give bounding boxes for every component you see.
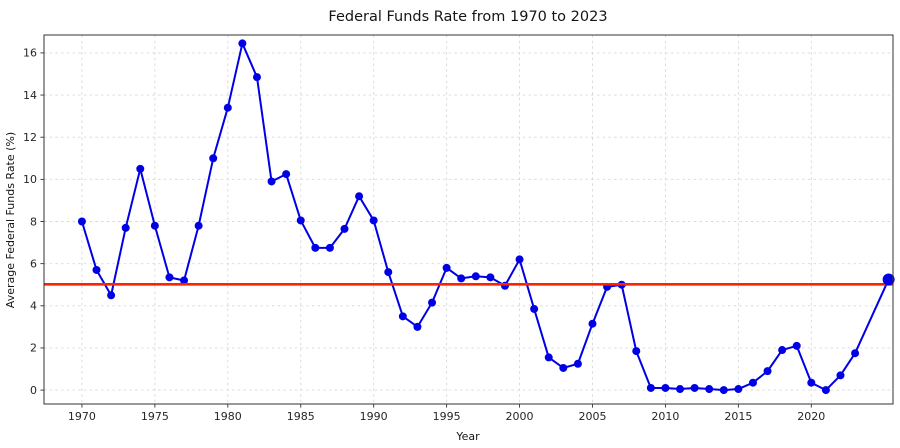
data-point [194, 221, 203, 230]
x-tick-label: 1995 [433, 410, 461, 423]
x-tick-label: 1990 [360, 410, 388, 423]
x-tick-label: 2000 [506, 410, 534, 423]
data-point [180, 276, 189, 285]
data-point [792, 341, 801, 350]
data-point [734, 385, 743, 394]
data-point [851, 349, 860, 358]
data-point [311, 243, 320, 252]
data-point [500, 281, 509, 290]
data-point [223, 103, 232, 112]
data-point [486, 273, 495, 282]
y-tick-label: 2 [30, 342, 37, 355]
x-tick-label: 1970 [68, 410, 96, 423]
x-tick-label: 1975 [141, 410, 169, 423]
y-tick-label: 10 [23, 173, 37, 186]
data-point [442, 263, 451, 272]
data-point [369, 216, 378, 225]
data-point [136, 164, 145, 173]
data-point [165, 273, 174, 282]
data-series [77, 39, 890, 395]
data-point [340, 224, 349, 233]
data-point [763, 367, 772, 376]
y-tick-label: 12 [23, 131, 37, 144]
data-point [121, 223, 130, 232]
data-point [398, 312, 407, 321]
x-tick-label: 2015 [724, 410, 752, 423]
x-tick-label: 1985 [287, 410, 315, 423]
data-point [296, 216, 305, 225]
data-point [252, 73, 261, 82]
plot-border [43, 34, 894, 405]
x-tick-label: 1980 [214, 410, 242, 423]
data-point [471, 272, 480, 281]
data-point [530, 304, 539, 313]
data-point [632, 347, 641, 356]
axis-ticks: 1970 1975 1980 1985 1990 1995 2000 2005 2010 2015… [23, 47, 825, 423]
data-point [807, 378, 816, 387]
data-point [515, 255, 524, 264]
x-tick-label: 2005 [578, 410, 606, 423]
y-axis-label: Average Federal Funds Rate (%) [4, 132, 17, 308]
data-point [384, 268, 393, 277]
data-point [150, 221, 159, 230]
data-point [778, 346, 787, 355]
data-point [77, 217, 86, 226]
data-point [428, 298, 437, 307]
data-point [588, 319, 597, 328]
data-point [209, 154, 218, 163]
gridlines [44, 35, 893, 404]
data-point [355, 192, 364, 201]
final-data-point [882, 273, 895, 286]
x-axis-label: Year [455, 430, 480, 443]
chart-title: Federal Funds Rate from 1970 to 2023 [328, 9, 607, 25]
y-tick-label: 14 [23, 89, 37, 102]
data-point [544, 353, 553, 362]
data-point [661, 383, 670, 392]
data-point [238, 39, 247, 48]
y-tick-label: 16 [23, 47, 37, 60]
data-point [267, 177, 276, 186]
data-point [646, 383, 655, 392]
data-point [325, 243, 334, 252]
data-point [92, 265, 101, 274]
data-point [107, 291, 116, 300]
data-point [559, 363, 568, 372]
data-point [282, 170, 291, 179]
data-point [836, 371, 845, 380]
data-point [413, 322, 422, 331]
y-tick-label: 6 [30, 257, 37, 270]
data-point [748, 378, 757, 387]
data-point [821, 386, 830, 395]
data-point [457, 274, 466, 283]
x-tick-label: 2010 [651, 410, 679, 423]
data-point [690, 383, 699, 392]
x-tick-label: 2020 [797, 410, 825, 423]
y-tick-label: 4 [30, 300, 37, 313]
y-tick-label: 0 [30, 384, 37, 397]
y-tick-label: 8 [30, 215, 37, 228]
final-data-point-marker [882, 273, 895, 286]
data-point [705, 385, 714, 394]
data-point [676, 385, 685, 394]
data-point [573, 359, 582, 368]
data-point [719, 386, 728, 395]
